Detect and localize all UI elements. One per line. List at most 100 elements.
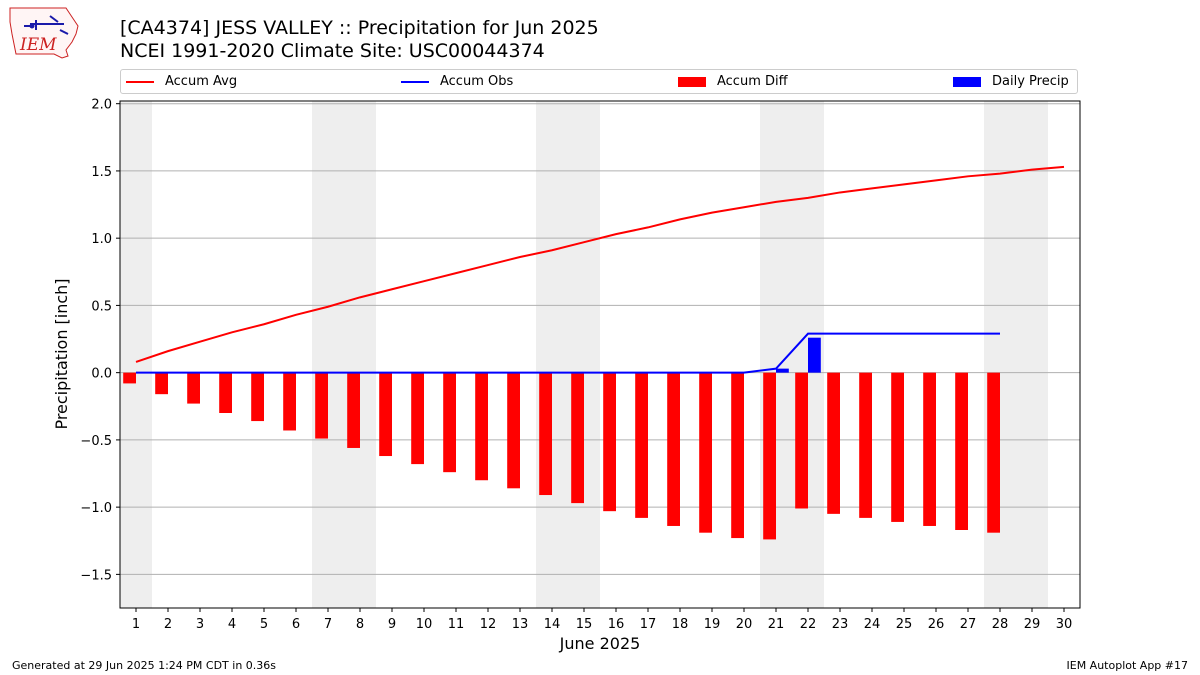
legend-swatch-accum-diff xyxy=(678,76,706,87)
legend-item-accum-obs: Accum Obs xyxy=(401,70,513,93)
x-tick-label: 4 xyxy=(228,617,236,632)
y-axis-label: Precipitation [inch] xyxy=(52,278,71,429)
series-lines xyxy=(135,165,1065,374)
accum-diff-bar xyxy=(731,372,744,539)
accum-obs-line xyxy=(136,332,1000,374)
logo-text: IEM xyxy=(19,35,57,55)
legend-item-accum-diff: Accum Diff xyxy=(678,70,788,93)
x-tick-label: 11 xyxy=(448,617,465,632)
weekend-band xyxy=(312,101,376,608)
x-tick-label: 28 xyxy=(992,617,1009,632)
grid-lines xyxy=(120,103,1080,575)
accum-diff-bar xyxy=(123,372,136,384)
x-tick-label: 12 xyxy=(480,617,497,632)
weekend-bands xyxy=(120,101,1048,608)
accum-diff-bar xyxy=(347,372,360,448)
x-tick-label: 25 xyxy=(896,617,913,632)
accum-diff-bar xyxy=(475,372,488,481)
iem-logo: IEM xyxy=(6,4,82,60)
x-tick-label: 17 xyxy=(640,617,657,632)
y-tick-label: 1.5 xyxy=(91,165,112,180)
x-tick-label: 15 xyxy=(576,617,593,632)
accum-diff-bar xyxy=(891,372,904,522)
x-tick-label: 27 xyxy=(960,617,977,632)
footer-generated-text: Generated at 29 Jun 2025 1:24 PM CDT in … xyxy=(12,659,277,672)
daily-precip-bars xyxy=(776,337,821,373)
y-tick-label: −0.5 xyxy=(80,434,112,449)
chart-title: [CA4374] JESS VALLEY :: Precipitation fo… xyxy=(120,17,599,39)
x-tick-label: 18 xyxy=(672,617,689,632)
x-tick-label: 6 xyxy=(292,617,300,632)
accum-diff-bar xyxy=(187,372,200,404)
x-tick-label: 20 xyxy=(736,617,753,632)
x-tick-label: 16 xyxy=(608,617,625,632)
y-tick-label: 0.0 xyxy=(91,367,112,382)
accum-diff-bar xyxy=(443,372,456,473)
legend-swatch-accum-obs xyxy=(401,80,429,83)
chart-subtitle: NCEI 1991-2020 Climate Site: USC00044374 xyxy=(120,40,545,62)
x-axis-label: June 2025 xyxy=(559,634,641,653)
legend-label-accum-avg: Accum Avg xyxy=(165,74,238,89)
legend-label-daily-precip: Daily Precip xyxy=(992,74,1069,89)
accum-diff-bar xyxy=(219,372,232,413)
x-tick-label: 13 xyxy=(512,617,529,632)
accum-diff-bar xyxy=(923,372,936,526)
accum-diff-bar xyxy=(667,372,680,526)
x-tick-label: 5 xyxy=(260,617,268,632)
x-tick-label: 9 xyxy=(388,617,396,632)
y-tick-label: −1.0 xyxy=(80,501,112,516)
legend-label-accum-diff: Accum Diff xyxy=(717,74,788,89)
weekend-band xyxy=(536,101,600,608)
x-tick-label: 29 xyxy=(1024,617,1041,632)
y-tick-label: 0.5 xyxy=(91,299,112,314)
accum-diff-bar xyxy=(987,372,1000,533)
x-tick-label: 26 xyxy=(928,617,945,632)
x-tick-label: 7 xyxy=(324,617,332,632)
accum-diff-bar xyxy=(955,372,968,530)
y-axis-ticks: −1.5 −1.0 −0.5 0.0 0.5 1.0 1.5 2.0 xyxy=(80,98,120,583)
footer-app-text: IEM Autoplot App #17 xyxy=(1066,659,1189,672)
legend-label-accum-obs: Accum Obs xyxy=(440,74,514,89)
legend-item-accum-avg: Accum Avg xyxy=(126,70,237,93)
weather-station-icon xyxy=(24,15,69,35)
y-tick-label: 2.0 xyxy=(91,98,112,113)
accum-diff-bar xyxy=(571,372,584,504)
legend-swatch-daily-precip xyxy=(953,76,981,87)
accum-diff-bar xyxy=(539,372,552,496)
x-tick-label: 19 xyxy=(704,617,721,632)
accum-diff-bar xyxy=(507,372,520,489)
x-tick-label: 21 xyxy=(768,617,785,632)
accum-diff-bar xyxy=(827,372,840,514)
x-tick-label: 23 xyxy=(832,617,849,632)
x-tick-label: 1 xyxy=(132,617,140,632)
x-tick-label: 24 xyxy=(864,617,881,632)
iowa-outline-icon xyxy=(9,7,79,59)
x-tick-label: 3 xyxy=(196,617,204,632)
accum-diff-bar xyxy=(379,372,392,457)
y-tick-label: −1.5 xyxy=(80,568,112,583)
daily-precip-bar xyxy=(808,337,821,373)
accum-diff-bar xyxy=(859,372,872,518)
accum-diff-bar xyxy=(635,372,648,518)
accum-avg-line xyxy=(135,165,1065,363)
accum-diff-bar xyxy=(315,372,328,439)
x-axis-ticks: 1 2 3 4 5 6 7 8 9 10 11 12 13 14 15 16 17 18 19 20 21 22 23 24 2… xyxy=(132,608,1072,632)
accum-diff-bar xyxy=(155,372,168,395)
x-tick-label: 8 xyxy=(356,617,364,632)
weekend-band xyxy=(120,101,152,608)
x-tick-label: 30 xyxy=(1056,617,1073,632)
accum-diff-bars xyxy=(123,372,1000,540)
x-tick-label: 10 xyxy=(416,617,433,632)
accum-diff-bar xyxy=(763,372,776,540)
x-tick-label: 2 xyxy=(164,617,172,632)
accum-diff-bar xyxy=(603,372,616,512)
accum-diff-bar xyxy=(699,372,712,533)
legend-swatch-accum-avg xyxy=(126,80,154,83)
daily-precip-bar xyxy=(776,368,789,373)
y-tick-label: 1.0 xyxy=(91,232,112,247)
legend-item-daily-precip: Daily Precip xyxy=(953,70,1069,93)
x-tick-label: 22 xyxy=(800,617,817,632)
legend: Accum Avg Accum Obs Accum Diff Daily Pre… xyxy=(120,69,1078,94)
accum-diff-bar xyxy=(795,372,808,509)
